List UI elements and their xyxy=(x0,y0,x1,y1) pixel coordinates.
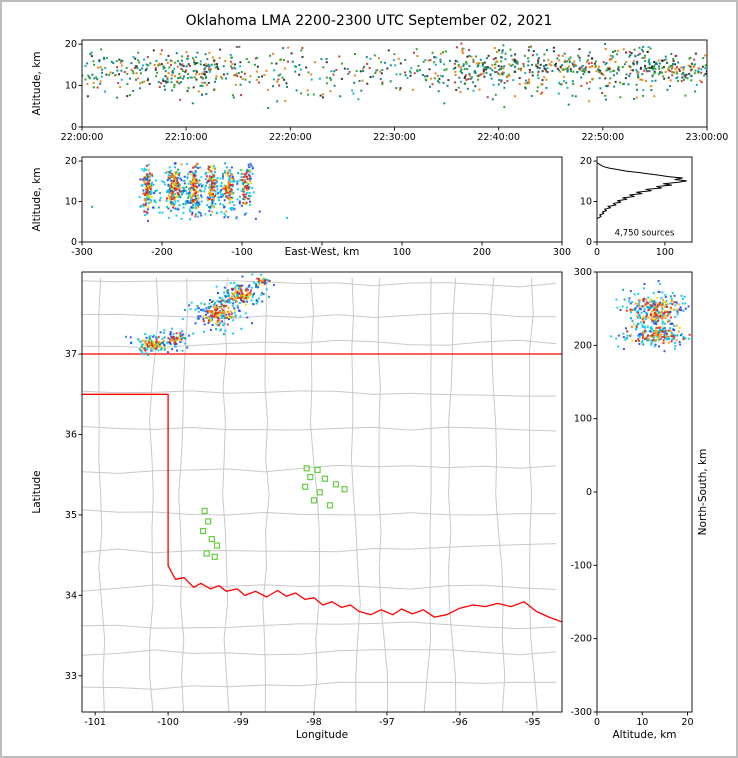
x-tick-label: 22:10:00 xyxy=(165,132,208,143)
y-tick-label: 35 xyxy=(65,510,77,521)
station-marker xyxy=(316,489,323,496)
x-axis-label: Altitude, km xyxy=(612,729,676,741)
y-tick-label: 300 xyxy=(574,267,592,278)
x-tick-label: -96 xyxy=(452,717,468,728)
x-axis-label: Longitude xyxy=(296,729,348,741)
x-tick-label: -97 xyxy=(379,717,395,728)
station-marker xyxy=(200,527,207,535)
x-tick-label: -200 xyxy=(151,247,173,258)
figure-title: Oklahoma LMA 2200-2300 UTC September 02,… xyxy=(185,13,553,29)
y-tick-label: 0 xyxy=(71,122,77,133)
sources-count-label: 4,750 sources xyxy=(615,229,675,239)
x-tick-label: 22:50:00 xyxy=(581,132,624,143)
x-tick-label: -101 xyxy=(84,717,106,728)
y-tick-label: 10 xyxy=(65,197,77,208)
y-axis-label: Latitude xyxy=(31,470,43,513)
county-boundaries xyxy=(82,277,557,712)
x-tick-label: -98 xyxy=(306,717,322,728)
lightning-sources xyxy=(141,276,271,352)
y-tick-label: 37 xyxy=(65,349,77,360)
y-tick-label: 0 xyxy=(586,237,592,248)
station-marker xyxy=(203,550,210,557)
x-tick-label: 100 xyxy=(656,247,674,258)
x-tick-label: 20 xyxy=(681,717,693,728)
lma-stations xyxy=(200,465,348,560)
source-histogram-line xyxy=(597,162,688,219)
y-tick-label: -200 xyxy=(570,634,592,645)
station-marker xyxy=(302,483,309,490)
y-tick-label: 200 xyxy=(574,340,592,351)
y-axis-label-right: North-South, km xyxy=(697,449,709,536)
y-tick-label: 10 xyxy=(65,81,77,92)
y-tick-label: 20 xyxy=(65,39,77,50)
x-tick-label: 22:30:00 xyxy=(373,132,416,143)
panel-frame xyxy=(596,156,693,243)
lightning-sources xyxy=(142,162,252,218)
x-tick-label: -95 xyxy=(525,717,541,728)
panel-altitude-northsouth: 0 10 20 300 200 100 0 -100 -200 -300 Altitude, km N… xyxy=(570,267,709,741)
x-tick-label: 200 xyxy=(473,247,491,258)
station-marker xyxy=(213,542,221,549)
station-marker xyxy=(321,475,328,482)
station-marker xyxy=(332,481,339,488)
lightning-sources xyxy=(625,296,691,345)
lightning-sources xyxy=(91,162,288,222)
x-tick-label: 22:00:00 xyxy=(61,132,104,143)
y-tick-label: 34 xyxy=(65,590,77,601)
panel-data xyxy=(91,162,288,222)
station-marker xyxy=(326,502,334,509)
panel-data xyxy=(82,273,562,712)
y-axis-label: Altitude, km xyxy=(31,51,43,115)
station-marker xyxy=(314,466,321,473)
x-tick-label: -100 xyxy=(157,717,179,728)
y-tick-label: 20 xyxy=(580,156,592,167)
panel-frame xyxy=(81,271,563,713)
y-tick-label: 33 xyxy=(65,671,77,682)
lightning-sources xyxy=(82,42,707,109)
y-tick-label: -100 xyxy=(570,560,592,571)
x-axis-label: East-West, km xyxy=(285,246,360,258)
x-tick-label: 0 xyxy=(594,717,600,728)
panel-data: 4,750 sources xyxy=(597,162,688,239)
panel-map-lat-lon: -101 -100 -99 -98 -97 -96 -95 33 34 35 36 37 Longitu… xyxy=(31,271,563,741)
panel-time-altitude: 22:00:00 22:10:00 22:20:00 22:30:00 22:40:00… xyxy=(31,39,728,143)
panel-altitude-histogram: 4,750 sources 0 100 0 10 20 xyxy=(580,156,693,258)
x-tick-label: 300 xyxy=(553,247,571,258)
station-marker xyxy=(205,518,212,525)
x-tick-label: 10 xyxy=(636,717,648,728)
x-tick-label: 100 xyxy=(393,247,411,258)
y-tick-label: -300 xyxy=(570,707,592,718)
y-tick-label: 10 xyxy=(580,197,592,208)
y-tick-label: 0 xyxy=(71,237,77,248)
panel-data xyxy=(82,42,707,109)
x-tick-label: -100 xyxy=(231,247,253,258)
station-marker xyxy=(201,507,208,514)
oklahoma-border-red-river xyxy=(82,393,562,623)
panel-eastwest-altitude: -300 -200 -100 100 200 300 0 10 20 East-West, km A… xyxy=(31,156,571,258)
x-tick-label: 23:00:00 xyxy=(686,132,729,143)
station-marker xyxy=(307,474,314,481)
x-tick-label: -99 xyxy=(233,717,249,728)
station-marker xyxy=(211,553,218,560)
y-tick-label: 36 xyxy=(65,429,77,440)
x-tick-label: -300 xyxy=(71,247,93,258)
station-marker xyxy=(208,535,215,543)
y-tick-label: 20 xyxy=(65,156,77,167)
station-marker xyxy=(310,497,318,504)
y-tick-label: 0 xyxy=(586,487,592,498)
y-tick-label: 100 xyxy=(574,414,592,425)
x-tick-label: 0 xyxy=(594,247,600,258)
x-tick-label: 22:20:00 xyxy=(269,132,312,143)
station-marker xyxy=(303,465,310,472)
x-tick-label: 22:40:00 xyxy=(477,132,520,143)
panel-data xyxy=(610,280,691,353)
station-marker xyxy=(341,486,348,493)
panel-frame xyxy=(81,39,708,128)
y-axis-label: Altitude, km xyxy=(31,167,43,231)
